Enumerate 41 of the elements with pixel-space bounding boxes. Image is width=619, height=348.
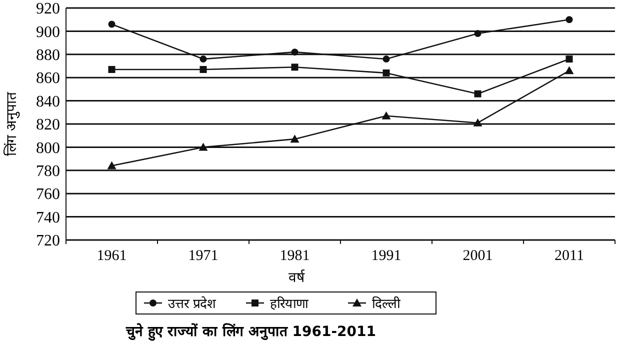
legend-label: हरियाणा xyxy=(270,296,309,312)
x-tick-label: 2001 xyxy=(462,248,493,264)
point xyxy=(291,48,298,56)
legend-label: उत्तर प्रदेश xyxy=(168,296,218,312)
point xyxy=(198,142,208,151)
y-tick-label: 920 xyxy=(36,0,60,18)
x-tick-label: 1971 xyxy=(188,248,218,264)
point xyxy=(200,56,207,63)
point xyxy=(566,56,573,63)
y-axis-title: लिंग अनुपात xyxy=(3,90,20,156)
y-tick-label: 800 xyxy=(36,140,60,157)
point xyxy=(566,16,573,24)
y-tick-label: 860 xyxy=(36,70,60,88)
point xyxy=(291,64,298,71)
y-tick-label: 900 xyxy=(36,24,60,41)
x-tick-label: 1991 xyxy=(371,248,402,264)
point xyxy=(290,134,300,143)
point xyxy=(108,20,116,28)
y-tick-label: 880 xyxy=(36,47,60,64)
y-tick-label: 780 xyxy=(36,163,60,180)
x-tick-label: 1981 xyxy=(280,248,310,264)
y-tick-label: 760 xyxy=(36,186,60,204)
x-tick-label: 2011 xyxy=(554,248,584,264)
y-tick-label: 840 xyxy=(36,93,60,110)
legend-label: दिल्ली xyxy=(372,296,401,312)
point xyxy=(382,56,390,63)
x-tick-label: 1961 xyxy=(96,248,127,264)
text: चुने हुए राज्यों का लिंग अनुपात 1961-2011 xyxy=(125,323,376,341)
point xyxy=(473,118,482,126)
point xyxy=(108,66,116,73)
y-tick-label: 820 xyxy=(36,116,60,134)
point xyxy=(382,111,391,120)
point xyxy=(474,30,482,38)
point xyxy=(382,69,390,76)
point xyxy=(474,90,482,98)
y-tick-label: 720 xyxy=(36,232,60,250)
y-tick-label: 740 xyxy=(36,209,60,226)
point xyxy=(564,66,574,74)
x-axis-title: वर्ष xyxy=(288,269,306,286)
point xyxy=(200,66,207,73)
point xyxy=(107,161,116,170)
